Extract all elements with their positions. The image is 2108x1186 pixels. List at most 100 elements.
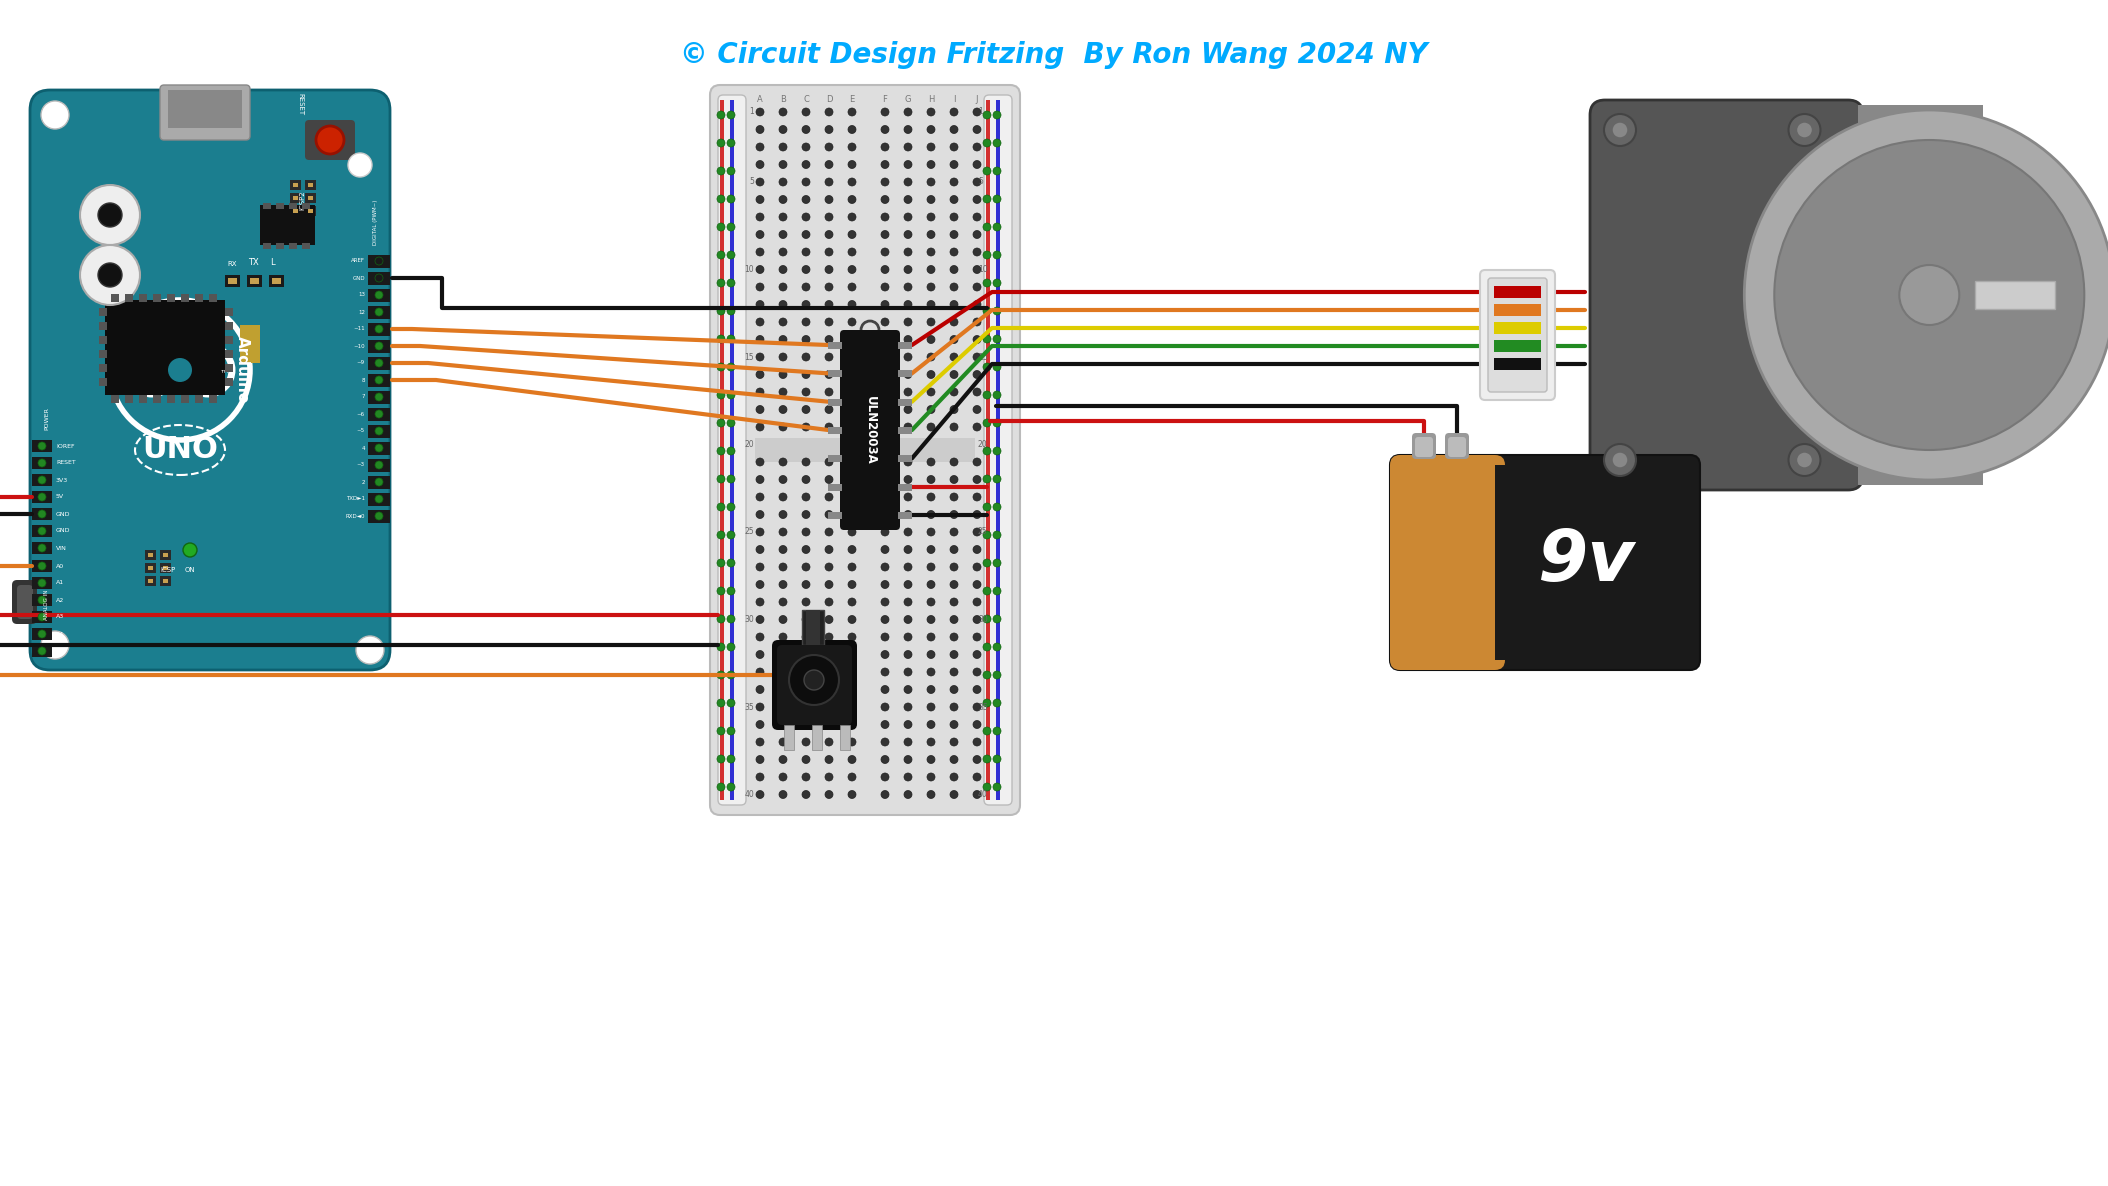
Circle shape xyxy=(801,388,809,396)
Circle shape xyxy=(928,650,936,658)
Text: AREF: AREF xyxy=(352,259,365,263)
Circle shape xyxy=(951,353,957,361)
Bar xyxy=(226,336,234,344)
Circle shape xyxy=(993,111,1001,119)
Circle shape xyxy=(801,546,809,554)
Circle shape xyxy=(982,363,991,371)
Text: TXD►1: TXD►1 xyxy=(346,497,365,502)
Text: ~3: ~3 xyxy=(356,463,365,467)
Bar xyxy=(828,427,841,434)
Bar xyxy=(32,560,53,572)
Circle shape xyxy=(847,300,856,308)
Circle shape xyxy=(727,419,736,427)
Circle shape xyxy=(881,650,890,658)
Circle shape xyxy=(881,580,890,588)
Text: 5: 5 xyxy=(748,178,755,186)
Circle shape xyxy=(780,755,786,764)
Text: 13: 13 xyxy=(358,293,365,298)
Circle shape xyxy=(974,458,980,466)
Circle shape xyxy=(881,458,890,466)
Bar xyxy=(154,395,160,403)
Circle shape xyxy=(780,144,786,151)
Circle shape xyxy=(847,791,856,798)
Text: 40: 40 xyxy=(744,790,755,799)
Circle shape xyxy=(847,476,856,484)
Text: ICSP: ICSP xyxy=(160,567,175,573)
Circle shape xyxy=(951,773,957,782)
Text: TX: TX xyxy=(249,259,259,267)
Circle shape xyxy=(881,738,890,746)
Circle shape xyxy=(780,686,786,694)
Bar xyxy=(987,100,991,801)
Circle shape xyxy=(974,406,980,414)
Circle shape xyxy=(974,616,980,624)
Bar xyxy=(139,294,148,302)
Circle shape xyxy=(757,126,763,134)
Circle shape xyxy=(881,283,890,291)
Bar xyxy=(240,325,259,363)
Circle shape xyxy=(717,755,725,763)
Circle shape xyxy=(982,616,991,623)
Bar xyxy=(289,203,297,209)
Circle shape xyxy=(727,334,736,343)
Circle shape xyxy=(974,370,980,378)
Circle shape xyxy=(928,458,936,466)
FancyBboxPatch shape xyxy=(1448,436,1465,457)
Circle shape xyxy=(951,370,957,378)
Text: 25: 25 xyxy=(978,528,989,536)
Circle shape xyxy=(904,108,913,116)
Text: 9v: 9v xyxy=(1537,528,1634,597)
Circle shape xyxy=(951,493,957,500)
Circle shape xyxy=(780,126,786,134)
Circle shape xyxy=(928,686,936,694)
Bar xyxy=(32,508,53,519)
Circle shape xyxy=(904,318,913,326)
Circle shape xyxy=(993,727,1001,735)
Bar xyxy=(369,323,390,336)
Text: VIN: VIN xyxy=(57,546,67,550)
Circle shape xyxy=(717,251,725,259)
Circle shape xyxy=(801,773,809,782)
Circle shape xyxy=(780,738,786,746)
Text: F: F xyxy=(883,95,887,103)
Circle shape xyxy=(38,544,46,551)
Circle shape xyxy=(38,476,46,484)
Circle shape xyxy=(982,334,991,343)
Circle shape xyxy=(717,391,725,398)
Text: ICSP2: ICSP2 xyxy=(299,190,306,210)
Bar xyxy=(124,395,133,403)
Circle shape xyxy=(974,791,980,798)
Circle shape xyxy=(824,650,833,658)
Circle shape xyxy=(993,447,1001,455)
Circle shape xyxy=(757,248,763,256)
Circle shape xyxy=(375,359,384,366)
Circle shape xyxy=(974,476,980,484)
Circle shape xyxy=(904,563,913,570)
Circle shape xyxy=(928,108,936,116)
Circle shape xyxy=(824,616,833,624)
Circle shape xyxy=(904,580,913,588)
Circle shape xyxy=(993,503,1001,511)
Circle shape xyxy=(1613,122,1627,138)
Text: C: C xyxy=(803,95,809,103)
Circle shape xyxy=(974,563,980,570)
Circle shape xyxy=(757,686,763,694)
Circle shape xyxy=(1788,114,1821,146)
Circle shape xyxy=(974,703,980,710)
Text: I: I xyxy=(953,95,955,103)
Circle shape xyxy=(780,336,786,344)
FancyBboxPatch shape xyxy=(778,645,852,725)
Circle shape xyxy=(974,388,980,396)
Circle shape xyxy=(928,703,936,710)
Text: 12: 12 xyxy=(358,310,365,314)
Circle shape xyxy=(38,579,46,587)
Bar xyxy=(276,243,285,249)
Circle shape xyxy=(951,266,957,274)
Circle shape xyxy=(928,353,936,361)
FancyBboxPatch shape xyxy=(13,580,38,624)
Circle shape xyxy=(780,563,786,570)
Text: Arduino: Arduino xyxy=(234,337,249,403)
Bar xyxy=(898,484,913,491)
Circle shape xyxy=(727,139,736,147)
Circle shape xyxy=(951,336,957,344)
